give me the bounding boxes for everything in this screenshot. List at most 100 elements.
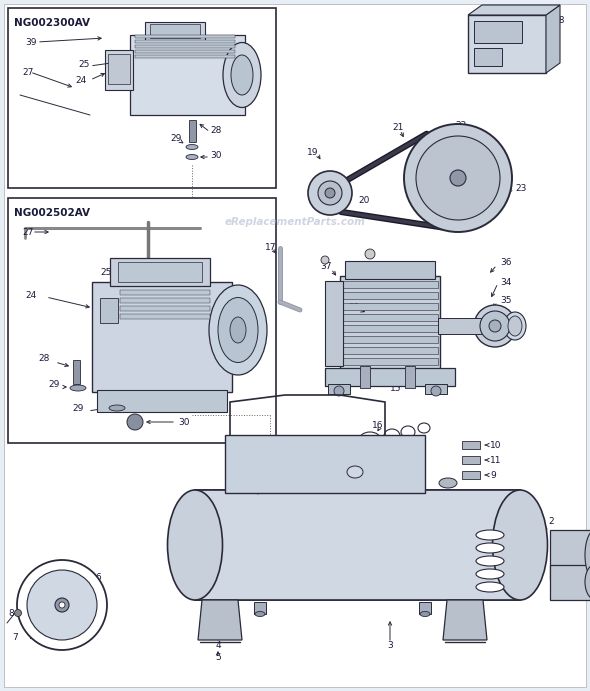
Ellipse shape (474, 305, 516, 347)
Circle shape (59, 602, 65, 608)
Text: eReplacementParts.com: eReplacementParts.com (225, 217, 365, 227)
Text: 34: 34 (500, 278, 512, 287)
Ellipse shape (408, 450, 422, 460)
Bar (342, 314, 438, 321)
Bar (438, 318, 493, 334)
Ellipse shape (476, 556, 504, 566)
Text: 23: 23 (515, 184, 526, 193)
Bar (405, 366, 415, 388)
Bar (474, 48, 502, 66)
Bar (135, 45, 235, 48)
Text: 8: 8 (8, 609, 14, 618)
Bar (120, 306, 210, 311)
Bar (342, 303, 438, 310)
Text: 13: 13 (358, 486, 369, 495)
Text: 24: 24 (25, 290, 36, 299)
Ellipse shape (231, 55, 253, 95)
Bar (150, 24, 200, 38)
Circle shape (325, 188, 335, 198)
Circle shape (308, 171, 352, 215)
Text: 29: 29 (72, 404, 83, 413)
Bar (195, 490, 520, 600)
Bar (462, 471, 480, 479)
Bar (254, 602, 266, 614)
Text: NG002502AV: NG002502AV (14, 208, 90, 218)
Ellipse shape (359, 432, 381, 448)
Text: 39: 39 (25, 37, 37, 46)
Bar (342, 325, 438, 332)
Ellipse shape (186, 155, 198, 160)
Bar (325, 368, 455, 386)
Bar (189, 120, 196, 142)
Ellipse shape (493, 490, 548, 600)
Bar (97, 390, 227, 412)
Ellipse shape (230, 317, 246, 343)
Bar (360, 366, 370, 388)
Text: 24: 24 (75, 75, 86, 84)
Text: 15: 15 (390, 384, 402, 392)
Circle shape (365, 249, 375, 259)
Text: 2: 2 (548, 518, 553, 527)
Text: 1: 1 (253, 484, 259, 493)
Bar (550, 530, 590, 580)
Ellipse shape (143, 270, 153, 276)
Circle shape (321, 256, 329, 264)
Bar (120, 314, 210, 319)
Circle shape (17, 560, 107, 650)
Ellipse shape (218, 298, 258, 363)
Ellipse shape (401, 426, 415, 438)
Text: 7: 7 (12, 634, 18, 643)
Bar (252, 465, 266, 483)
Polygon shape (443, 600, 487, 640)
Bar (328, 384, 350, 394)
Text: 32: 32 (348, 303, 359, 312)
Bar (130, 35, 245, 115)
Text: 19: 19 (307, 147, 319, 156)
Text: NG002300AV: NG002300AV (14, 18, 90, 28)
Text: 25: 25 (100, 267, 112, 276)
Text: 14: 14 (408, 473, 419, 482)
Ellipse shape (585, 530, 590, 580)
Text: 25: 25 (78, 59, 89, 68)
Bar (550, 565, 590, 600)
Ellipse shape (476, 569, 504, 579)
Text: 37: 37 (320, 261, 332, 270)
Ellipse shape (109, 405, 125, 411)
Text: 6: 6 (95, 574, 101, 583)
Circle shape (286, 446, 294, 454)
Text: 26: 26 (232, 462, 243, 471)
Ellipse shape (489, 320, 501, 332)
Ellipse shape (585, 565, 590, 600)
Bar (145, 22, 205, 40)
Ellipse shape (476, 582, 504, 592)
Ellipse shape (476, 543, 504, 553)
Text: 12: 12 (440, 489, 451, 498)
Text: 27: 27 (22, 68, 34, 77)
Text: 4: 4 (215, 641, 221, 650)
Text: 29: 29 (170, 133, 181, 142)
Text: 36: 36 (500, 258, 512, 267)
Ellipse shape (343, 463, 367, 481)
Text: 28: 28 (210, 126, 221, 135)
Bar (425, 384, 447, 394)
Bar (120, 290, 210, 295)
Bar (92, 282, 232, 392)
Bar (342, 347, 438, 354)
Ellipse shape (255, 612, 265, 616)
Bar (135, 50, 235, 53)
Bar (340, 276, 440, 371)
Text: 31: 31 (332, 321, 343, 330)
Bar (345, 261, 435, 279)
Text: 22: 22 (455, 120, 466, 129)
Bar (8, 8, 276, 188)
Bar (474, 21, 522, 43)
Circle shape (27, 570, 97, 640)
Circle shape (15, 609, 21, 616)
Bar (462, 441, 480, 449)
Bar (73, 360, 80, 384)
Polygon shape (468, 5, 560, 15)
Bar (468, 15, 546, 73)
Text: 5: 5 (215, 654, 221, 663)
Ellipse shape (420, 612, 430, 616)
Bar (8, 198, 276, 443)
